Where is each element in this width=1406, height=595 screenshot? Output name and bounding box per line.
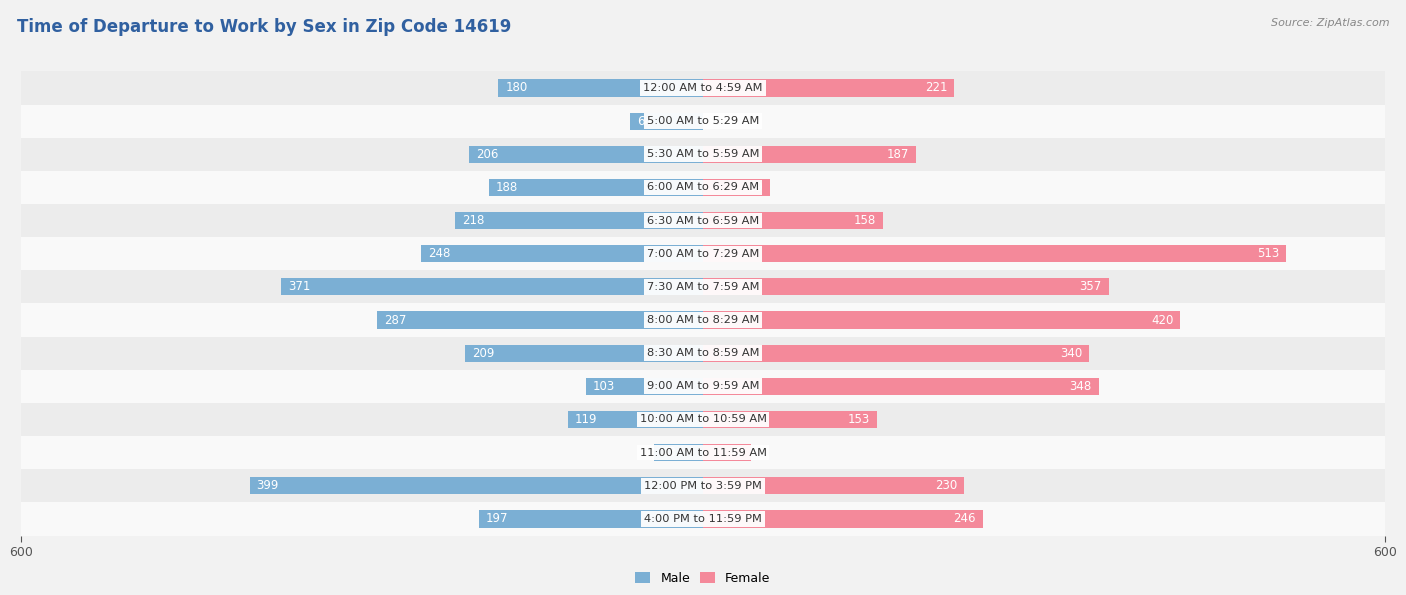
Text: 10:00 AM to 10:59 AM: 10:00 AM to 10:59 AM [640, 415, 766, 424]
Bar [703, 146, 915, 163]
Bar [703, 411, 877, 428]
Bar [456, 212, 703, 229]
Bar [281, 278, 703, 296]
Text: 287: 287 [384, 314, 406, 327]
Bar [654, 444, 703, 461]
Text: 9:00 AM to 9:59 AM: 9:00 AM to 9:59 AM [647, 381, 759, 392]
Bar [465, 345, 703, 362]
Text: 246: 246 [953, 512, 976, 525]
Text: 12:00 AM to 4:59 AM: 12:00 AM to 4:59 AM [644, 83, 762, 93]
Text: 0: 0 [711, 115, 720, 127]
Bar [21, 171, 1385, 204]
Text: 42: 42 [728, 446, 744, 459]
Text: Source: ZipAtlas.com: Source: ZipAtlas.com [1271, 18, 1389, 28]
Text: 64: 64 [637, 115, 652, 127]
Text: 248: 248 [427, 248, 450, 260]
Bar [21, 403, 1385, 436]
Bar [703, 278, 1109, 296]
Bar [21, 71, 1385, 105]
Text: 4:00 PM to 11:59 PM: 4:00 PM to 11:59 PM [644, 514, 762, 524]
Bar [21, 270, 1385, 303]
Bar [21, 369, 1385, 403]
Bar [249, 477, 703, 494]
Text: 197: 197 [486, 512, 509, 525]
Text: Time of Departure to Work by Sex in Zip Code 14619: Time of Departure to Work by Sex in Zip … [17, 18, 512, 36]
Bar [703, 378, 1098, 395]
Bar [703, 245, 1286, 262]
Bar [377, 311, 703, 328]
Text: 188: 188 [496, 181, 519, 194]
Bar [21, 502, 1385, 536]
Text: 43: 43 [661, 446, 676, 459]
Text: 8:00 AM to 8:29 AM: 8:00 AM to 8:29 AM [647, 315, 759, 325]
Bar [703, 444, 751, 461]
Bar [468, 146, 703, 163]
Text: 5:30 AM to 5:59 AM: 5:30 AM to 5:59 AM [647, 149, 759, 159]
Bar [703, 511, 983, 528]
Bar [499, 79, 703, 96]
Bar [21, 105, 1385, 137]
Bar [703, 477, 965, 494]
Text: 348: 348 [1070, 380, 1091, 393]
Text: 399: 399 [256, 480, 278, 492]
Text: 340: 340 [1060, 347, 1083, 359]
Bar [703, 311, 1181, 328]
Text: 158: 158 [853, 214, 876, 227]
Bar [568, 411, 703, 428]
Bar [703, 345, 1090, 362]
Text: 187: 187 [886, 148, 908, 161]
Text: 7:00 AM to 7:29 AM: 7:00 AM to 7:29 AM [647, 249, 759, 259]
Text: 371: 371 [288, 280, 311, 293]
Text: 209: 209 [472, 347, 495, 359]
Text: 153: 153 [848, 413, 870, 426]
Text: 230: 230 [935, 480, 957, 492]
Text: 12:00 PM to 3:59 PM: 12:00 PM to 3:59 PM [644, 481, 762, 491]
Text: 420: 420 [1152, 314, 1174, 327]
Text: 221: 221 [925, 82, 948, 95]
Text: 103: 103 [593, 380, 614, 393]
Bar [21, 436, 1385, 469]
Text: 6:00 AM to 6:29 AM: 6:00 AM to 6:29 AM [647, 183, 759, 192]
Bar [586, 378, 703, 395]
Bar [21, 204, 1385, 237]
Text: 218: 218 [463, 214, 485, 227]
Bar [489, 179, 703, 196]
Text: 11:00 AM to 11:59 AM: 11:00 AM to 11:59 AM [640, 447, 766, 458]
Bar [21, 337, 1385, 369]
Bar [21, 137, 1385, 171]
Bar [703, 179, 770, 196]
Text: 59: 59 [748, 181, 763, 194]
Bar [703, 212, 883, 229]
Text: 8:30 AM to 8:59 AM: 8:30 AM to 8:59 AM [647, 348, 759, 358]
Text: 7:30 AM to 7:59 AM: 7:30 AM to 7:59 AM [647, 282, 759, 292]
Text: 6:30 AM to 6:59 AM: 6:30 AM to 6:59 AM [647, 215, 759, 226]
Text: 206: 206 [475, 148, 498, 161]
Text: 513: 513 [1257, 248, 1279, 260]
Bar [703, 79, 955, 96]
Bar [422, 245, 703, 262]
Text: 5:00 AM to 5:29 AM: 5:00 AM to 5:29 AM [647, 116, 759, 126]
Bar [21, 303, 1385, 337]
Text: 119: 119 [575, 413, 598, 426]
Text: 357: 357 [1080, 280, 1102, 293]
Bar [479, 511, 703, 528]
Text: 180: 180 [505, 82, 527, 95]
Bar [630, 112, 703, 130]
Bar [21, 237, 1385, 270]
Bar [21, 469, 1385, 502]
Legend: Male, Female: Male, Female [630, 566, 776, 590]
